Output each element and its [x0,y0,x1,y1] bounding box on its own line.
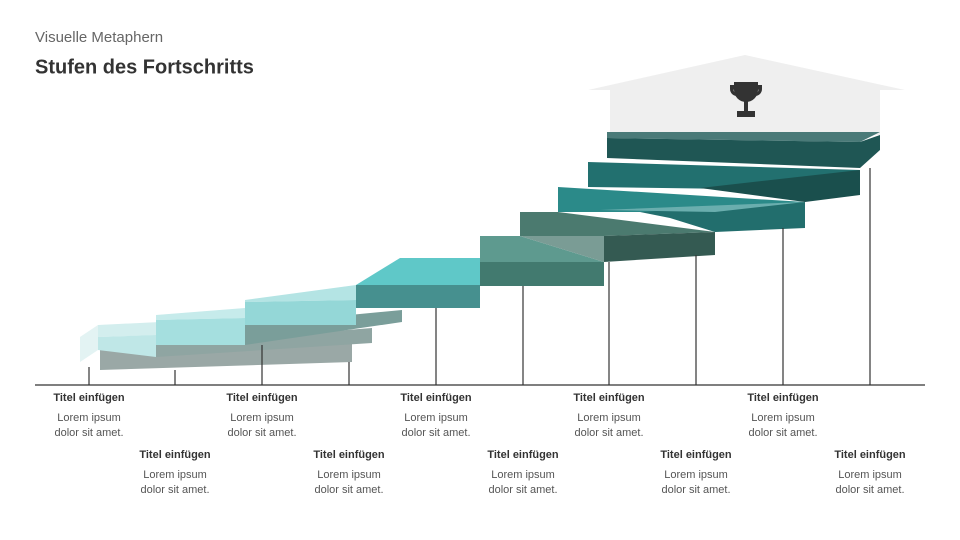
item-title: Titel einfügen [313,449,385,461]
item-text: Lorem ipsum [491,469,555,481]
item-text: Lorem ipsum [143,469,207,481]
trophy-icon [730,82,762,117]
subtitle: Visuelle Metaphern [35,29,163,46]
title: Stufen des Fortschritts [35,56,254,78]
item-text: Lorem ipsum [664,469,728,481]
item-text: dolor sit amet. [661,484,730,496]
item-title: Titel einfügen [747,392,819,404]
item-title: Titel einfügen [573,392,645,404]
item-title: Titel einfügen [139,449,211,461]
item-text: dolor sit amet. [574,427,643,439]
item-title: Titel einfügen [660,449,732,461]
item-text: Lorem ipsum [404,412,468,424]
stairs [80,55,905,370]
item-title: Titel einfügen [400,392,472,404]
item-title: Titel einfügen [53,392,125,404]
item-text: dolor sit amet. [748,427,817,439]
item-text: dolor sit amet. [227,427,296,439]
item-text: Lorem ipsum [57,412,121,424]
item-text: Lorem ipsum [838,469,902,481]
item-text: dolor sit amet. [314,484,383,496]
item-title: Titel einfügen [226,392,298,404]
item-text: dolor sit amet. [54,427,123,439]
item-text: Lorem ipsum [577,412,641,424]
item-text: dolor sit amet. [401,427,470,439]
item-text: Lorem ipsum [751,412,815,424]
item-text: Lorem ipsum [230,412,294,424]
item-text: dolor sit amet. [835,484,904,496]
item-text: Lorem ipsum [317,469,381,481]
item-title: Titel einfügen [834,449,906,461]
item-title: Titel einfügen [487,449,559,461]
item-text: dolor sit amet. [488,484,557,496]
item-text: dolor sit amet. [140,484,209,496]
